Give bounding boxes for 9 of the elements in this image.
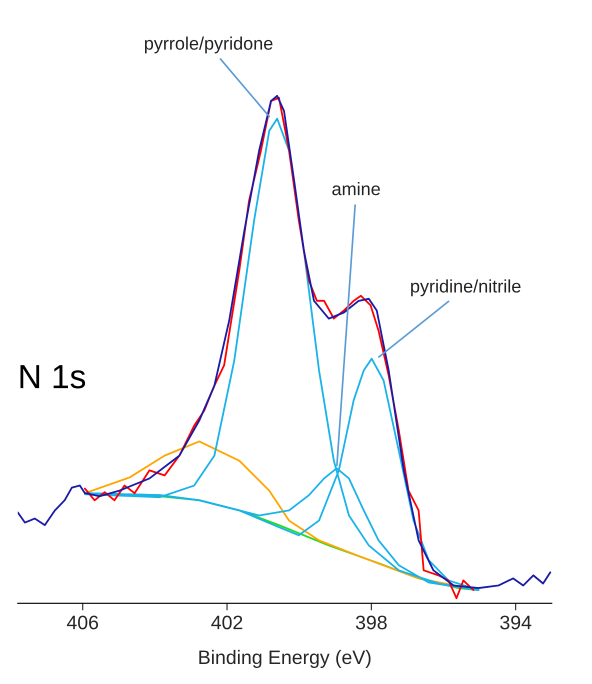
annotation: pyrrole/pyridone xyxy=(144,36,272,54)
x-tick-label: 398 xyxy=(356,616,387,630)
annotation: pyridine/nitrile xyxy=(411,279,521,296)
annotation: amine xyxy=(332,182,380,196)
x-tick-label: 394 xyxy=(500,616,532,630)
x-tick-label: 406 xyxy=(66,616,98,630)
x-axis-title: Binding Energy (eV) xyxy=(199,650,371,668)
x-tick-label: 402 xyxy=(211,616,242,630)
annotation: N 1s xyxy=(20,365,86,388)
